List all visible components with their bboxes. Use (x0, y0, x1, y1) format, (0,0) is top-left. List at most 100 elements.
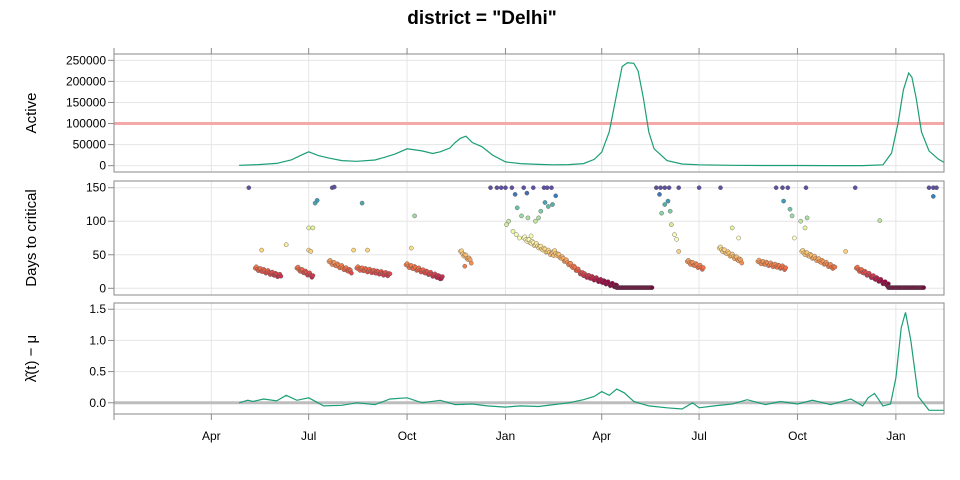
data-point-496 (789, 213, 795, 219)
y-axis-label: Days to critical (23, 189, 40, 287)
data-point-452 (531, 185, 536, 190)
data-point-464 (553, 193, 559, 199)
data-point-469 (517, 235, 522, 241)
data-point-94 (387, 271, 393, 277)
y-tick-label: 250000 (66, 53, 106, 67)
data-point-433 (314, 198, 320, 203)
data-point-448 (509, 185, 515, 190)
data-point-490 (773, 185, 779, 190)
data-point-439 (359, 200, 365, 206)
data-point-493 (803, 185, 809, 190)
data-point-479 (665, 198, 671, 204)
data-point-443 (462, 263, 468, 269)
y-tick-label: 50000 (73, 138, 107, 152)
data-point-489 (736, 235, 741, 241)
y-axis-label: λ̂(t) − μ (23, 335, 40, 382)
y-tick-label: 50 (93, 248, 107, 262)
data-point-129 (440, 274, 445, 279)
data-point-488 (729, 225, 735, 231)
x-tick-label: Apr (202, 429, 221, 443)
data-point-462 (546, 204, 551, 209)
data-point-468 (513, 232, 519, 237)
data-point-445 (494, 185, 500, 190)
data-point-502 (852, 185, 858, 190)
data-point-426 (921, 285, 927, 290)
data-point-140 (468, 260, 474, 266)
data-point-483 (672, 232, 677, 237)
x-tick-label: Jul (301, 429, 316, 443)
y-tick-label: 150000 (66, 95, 106, 109)
point-layer (246, 184, 939, 290)
data-point-24 (278, 273, 284, 279)
data-point-485 (676, 249, 682, 254)
data-point-507 (931, 194, 936, 199)
data-point-280 (701, 265, 706, 270)
data-point-444 (488, 185, 493, 190)
data-point-497 (802, 225, 808, 231)
data-point-441 (412, 213, 417, 219)
y-tick-label: 0.5 (89, 365, 106, 379)
data-point-451 (524, 190, 530, 196)
data-point-480 (659, 210, 664, 216)
y-tick-label: 1.0 (89, 333, 106, 347)
data-point-431 (310, 225, 316, 231)
x-tick-label: Jul (691, 429, 706, 443)
data-point-506 (934, 185, 939, 190)
data-point-466 (506, 218, 512, 224)
data-point-437 (331, 184, 337, 190)
data-point-495 (787, 206, 793, 212)
y-tick-label: 0.0 (89, 396, 106, 410)
data-point-361 (832, 264, 838, 270)
x-tick-label: Oct (788, 429, 807, 443)
data-point-428 (259, 247, 264, 253)
data-point-264 (649, 285, 655, 290)
panel-frame (113, 302, 945, 415)
y-axis-label: Active (23, 93, 40, 134)
data-point-503 (877, 218, 883, 223)
data-point-472 (654, 185, 659, 190)
data-point-484 (674, 236, 679, 242)
data-point-473 (658, 185, 663, 190)
x-tick-label: Jan (496, 429, 515, 443)
data-point-486 (696, 185, 702, 190)
data-point-471 (536, 215, 541, 221)
y-tick-label: 200000 (66, 74, 106, 88)
data-point-442 (408, 245, 414, 251)
data-point-430 (306, 225, 312, 231)
data-point-494 (781, 198, 786, 204)
data-point-476 (676, 185, 682, 190)
data-point-461 (542, 200, 548, 205)
x-tick-label: Apr (592, 429, 611, 443)
data-point-392 (886, 281, 891, 287)
data-point-504 (926, 185, 932, 190)
data-point-435 (308, 249, 314, 254)
data-point-474 (662, 185, 668, 190)
data-point-477 (657, 192, 662, 197)
data-point-465 (504, 222, 509, 227)
y-tick-label: 1.5 (89, 302, 106, 316)
data-point-302 (739, 260, 745, 266)
data-point-440 (365, 247, 370, 253)
data-point-459 (533, 218, 538, 224)
data-point-449 (512, 192, 518, 197)
data-point-455 (549, 185, 554, 190)
y-tick-label: 0 (99, 281, 106, 295)
y-tick-label: 100 (86, 214, 106, 228)
data-point-456 (514, 205, 520, 211)
y-tick-label: 100000 (66, 117, 106, 131)
data-point-487 (718, 185, 723, 190)
data-point-450 (521, 185, 527, 190)
data-point-470 (528, 233, 534, 239)
data-point-427 (246, 185, 252, 190)
data-point-481 (667, 208, 673, 214)
data-point-458 (525, 215, 531, 221)
data-point-501 (843, 249, 848, 254)
data-point-457 (519, 213, 524, 219)
data-point-460 (538, 208, 544, 214)
data-point-478 (662, 202, 668, 207)
panel-frame (113, 180, 945, 296)
data-point-40 (310, 273, 316, 278)
data-point-482 (669, 222, 674, 227)
data-point-491 (780, 185, 785, 190)
